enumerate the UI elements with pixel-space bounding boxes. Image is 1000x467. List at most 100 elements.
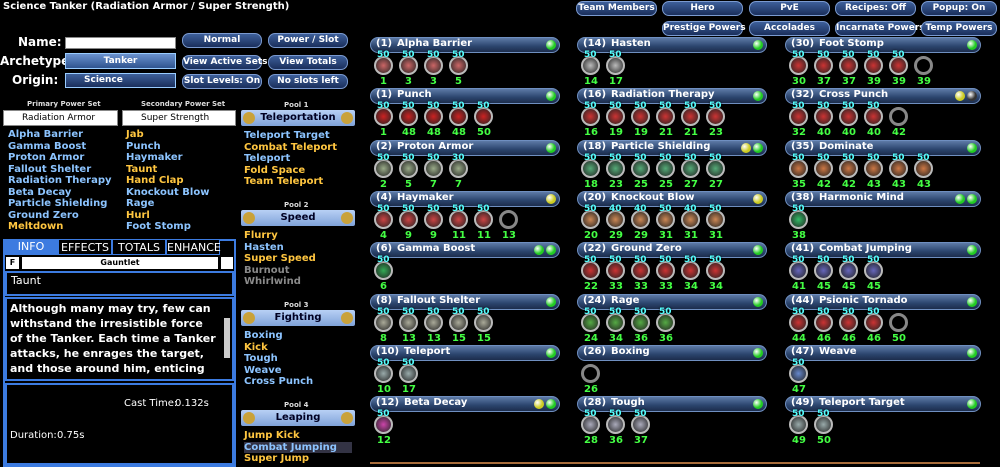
empty-slot[interactable] (889, 312, 908, 332)
enhancement-slot[interactable] (424, 107, 443, 127)
power-option[interactable]: Beta Decay (8, 186, 72, 198)
enhancement-slot[interactable] (839, 312, 858, 332)
enhancement-slot[interactable] (631, 209, 650, 229)
enhancement-slot[interactable] (399, 363, 418, 383)
power-bar[interactable] (370, 139, 560, 156)
power-bar[interactable] (577, 88, 767, 105)
enhancement-slot[interactable] (789, 415, 808, 435)
enhancement-slot[interactable] (789, 363, 808, 383)
enhancement-slot[interactable] (424, 209, 443, 229)
info-tab[interactable]: INFO (4, 239, 58, 255)
power-option[interactable]: Gamma Boost (8, 140, 87, 152)
enhancement-slot[interactable] (631, 415, 650, 435)
enhancement-slot[interactable] (681, 209, 700, 229)
pool-power[interactable]: Jump Kick (244, 430, 300, 441)
pool-power[interactable]: Cross Punch (244, 376, 314, 387)
enhancement-slot[interactable] (839, 158, 858, 178)
power-bar[interactable] (370, 190, 560, 207)
origin-select[interactable]: Science (65, 73, 176, 88)
power-bar[interactable] (785, 139, 981, 156)
power-option[interactable]: Foot Stomp (126, 221, 191, 232)
power-option[interactable]: Taunt (126, 163, 158, 175)
enhancement-slot[interactable] (474, 209, 493, 229)
power-option[interactable]: Fallout Shelter (8, 163, 92, 175)
enhancement-slot[interactable] (789, 209, 808, 229)
enhancement-slot[interactable] (864, 312, 883, 332)
enhancement-slot[interactable] (424, 312, 443, 332)
power-bar[interactable] (785, 344, 981, 361)
option-button[interactable]: Slot Levels: On (182, 74, 262, 89)
enhancement-slot[interactable] (449, 107, 468, 127)
enhancement-slot[interactable] (914, 158, 933, 178)
power-option[interactable]: Haymaker (126, 152, 183, 163)
powerset-select[interactable]: Super Strength (122, 110, 236, 126)
power-option[interactable]: Alpha Barrier (8, 129, 84, 140)
enhancement-slot[interactable] (631, 158, 650, 178)
enhancement-slot[interactable] (449, 312, 468, 332)
enhancement-slot[interactable] (839, 261, 858, 281)
enhancement-slot[interactable] (839, 107, 858, 127)
enhancement-slot[interactable] (656, 209, 675, 229)
enhancement-slot[interactable] (449, 158, 468, 178)
empty-slot[interactable] (499, 209, 518, 229)
archetype-select[interactable]: Tanker (65, 53, 176, 69)
enhancement-slot[interactable] (631, 261, 650, 281)
power-bar[interactable] (785, 190, 981, 207)
power-option[interactable]: Rage (126, 198, 155, 209)
power-bar[interactable] (577, 293, 767, 310)
enhancement-slot[interactable] (706, 158, 725, 178)
option-button[interactable]: Power / Slot (268, 33, 348, 48)
top-button[interactable]: Popup: On (921, 1, 997, 16)
enhancement-slot[interactable] (631, 312, 650, 332)
enhancement-slot[interactable] (424, 56, 443, 75)
power-bar[interactable] (370, 242, 560, 259)
pool-power[interactable]: Flurry (244, 230, 278, 241)
pool-power[interactable]: Teleport Target (244, 130, 330, 141)
pool-power[interactable]: Hasten (244, 241, 284, 253)
pool-power[interactable]: Teleport (244, 153, 291, 164)
enhancement-slot[interactable] (789, 261, 808, 281)
power-bar[interactable] (785, 396, 981, 413)
enhancement-slot[interactable] (606, 415, 625, 435)
enhancement-slot[interactable] (606, 107, 625, 127)
pool-header[interactable]: Leaping (241, 410, 355, 426)
enhancement-slot[interactable] (399, 158, 418, 178)
enhancement-slot[interactable] (814, 56, 833, 75)
top-button[interactable]: Incarnate Powers (835, 21, 925, 36)
enhancement-slot[interactable] (399, 56, 418, 75)
top-button[interactable]: PvE (749, 1, 830, 16)
top-button[interactable]: Prestige Powers (662, 21, 746, 36)
enhancement-slot[interactable] (681, 107, 700, 127)
power-bar[interactable] (577, 37, 767, 53)
enhancement-slot[interactable] (864, 158, 883, 178)
pool-power[interactable]: Team Teleport (244, 176, 324, 187)
power-bar[interactable] (370, 396, 560, 413)
enhancement-slot[interactable] (681, 261, 700, 281)
enhancement-slot[interactable] (789, 158, 808, 178)
enhancement-slot[interactable] (814, 107, 833, 127)
enhancement-slot[interactable] (374, 107, 393, 127)
enhancement-slot[interactable] (399, 312, 418, 332)
enhancement-slot[interactable] (656, 312, 675, 332)
power-bar[interactable] (577, 242, 767, 259)
power-option[interactable]: Ground Zero (8, 209, 79, 221)
enhancement-slot[interactable] (656, 158, 675, 178)
enhancement-slot[interactable] (374, 209, 393, 229)
enhancement-slot[interactable] (581, 56, 600, 75)
info-tab[interactable]: EFFECTS (58, 239, 112, 255)
enhancement-slot[interactable] (706, 107, 725, 127)
power-option[interactable]: Hand Clap (126, 175, 184, 186)
enhancement-slot[interactable] (374, 158, 393, 178)
top-button[interactable]: Hero (662, 1, 743, 16)
power-bar[interactable] (370, 293, 560, 310)
enhancement-slot[interactable] (706, 261, 725, 281)
enhancement-slot[interactable] (399, 107, 418, 127)
pool-header[interactable]: Fighting (241, 310, 355, 326)
enhancement-slot[interactable] (581, 415, 600, 435)
pool-power[interactable]: Weave (244, 364, 282, 376)
enhancement-slot[interactable] (581, 312, 600, 332)
pool-power[interactable]: Boxing (244, 330, 283, 341)
pool-power[interactable]: Tough (244, 353, 278, 364)
enhancement-slot[interactable] (889, 158, 908, 178)
power-bar[interactable] (785, 293, 981, 310)
